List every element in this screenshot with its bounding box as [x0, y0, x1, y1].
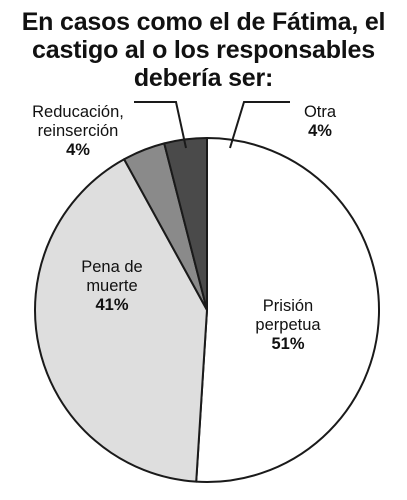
- slice-label-otra: Otra 4%: [304, 103, 337, 140]
- leader-line-reducacion-reinsercion: [134, 101, 187, 149]
- pie-slice-prision-perpetua: [195, 137, 381, 483]
- slice-label-line: Reducación,: [32, 103, 124, 121]
- slice-label-prision-perpetua: Prisión perpetua 51%: [255, 297, 321, 353]
- slice-label-line: Pena de: [81, 258, 142, 276]
- chart-title-line-2: castigo al o los responsables: [32, 36, 375, 64]
- slice-label-line: muerte: [86, 277, 137, 295]
- slice-value-reducacion-reinsercion: 4%: [66, 141, 90, 159]
- leader-line-otra: [229, 101, 290, 149]
- slice-label-reducacion-reinsercion: Reducación, reinserción 4%: [32, 103, 124, 159]
- chart-title: En casos como el de Fátima, el castigo a…: [0, 8, 407, 92]
- slice-label-line: Prisión: [263, 297, 313, 315]
- chart-title-line-3: debería ser:: [133, 64, 274, 92]
- pie-slice-pena-de-muerte: [34, 158, 208, 483]
- pie-slice-otra: [163, 137, 208, 311]
- chart-title-line-1: En casos como el de Fátima, el: [21, 8, 386, 36]
- slice-value-otra: 4%: [308, 122, 332, 140]
- slice-label-line: Otra: [304, 103, 337, 121]
- slice-value-pena-de-muerte: 41%: [95, 296, 128, 314]
- slice-label-line: reinserción: [38, 122, 119, 140]
- slice-value-prision-perpetua: 51%: [271, 335, 304, 353]
- slice-label-pena-de-muerte: Pena de muerte 41%: [81, 258, 142, 314]
- slice-label-line: perpetua: [255, 316, 321, 334]
